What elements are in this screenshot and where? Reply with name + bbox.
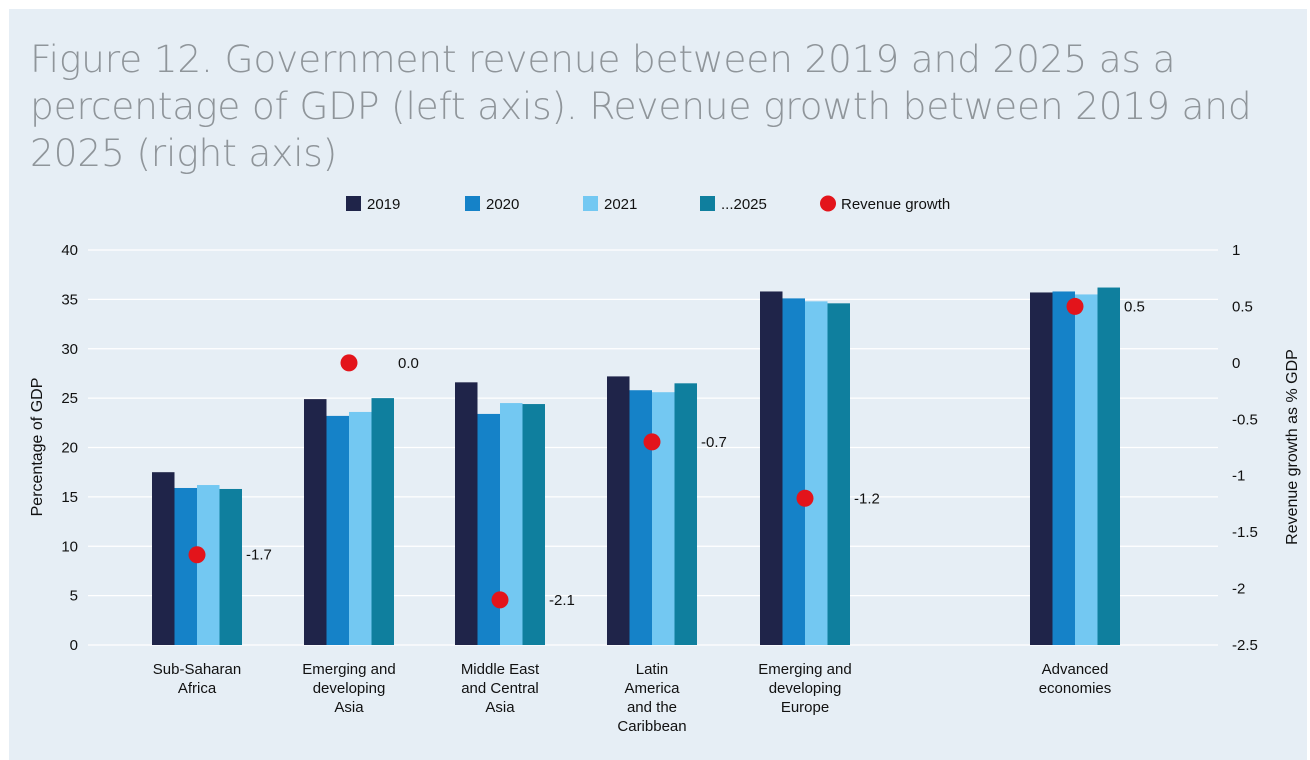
bar <box>607 376 630 645</box>
growth-data-label: 0.0 <box>398 355 419 372</box>
y2-axis-label: Revenue growth as % GDP <box>1284 349 1301 545</box>
y2-tick-label: -2.5 <box>1232 637 1258 654</box>
bar <box>827 303 850 645</box>
y2-tick-label: -1 <box>1232 468 1245 485</box>
bar <box>782 298 805 645</box>
legend-swatch <box>583 196 598 211</box>
legend-label: ...2025 <box>721 196 767 213</box>
y2-tick-label: 0.5 <box>1232 298 1253 315</box>
bar <box>219 488 242 645</box>
chart-title: Figure 12. Government revenue between 20… <box>30 37 1252 175</box>
bar <box>1075 294 1098 645</box>
y-tick-label: 15 <box>61 489 78 506</box>
legend-swatch <box>346 196 361 211</box>
x-tick-label: Latin America and the Caribbean <box>617 661 686 735</box>
bar <box>1097 287 1120 645</box>
y-tick-label: 10 <box>61 538 78 555</box>
bar <box>477 413 500 645</box>
x-tick-label: Emerging and developing Europe <box>758 661 851 716</box>
y-tick-label: 35 <box>61 291 78 308</box>
y2-tick-label: 0 <box>1232 355 1240 372</box>
y2-tick-label: 1 <box>1232 242 1240 259</box>
growth-data-label: -1.7 <box>246 547 272 564</box>
legend-label: 2021 <box>604 196 637 213</box>
bar <box>326 415 349 645</box>
legend-label: Revenue growth <box>841 196 950 213</box>
growth-dot <box>796 489 814 507</box>
y-tick-label: 5 <box>70 588 78 605</box>
bar <box>1030 292 1053 645</box>
bar <box>760 291 783 645</box>
growth-dot <box>491 591 509 609</box>
growth-dot <box>340 354 358 372</box>
legend-swatch <box>700 196 715 211</box>
bar <box>629 390 652 645</box>
growth-data-label: -0.7 <box>701 434 727 451</box>
y2-tick-label: -0.5 <box>1232 411 1258 428</box>
bar <box>371 398 394 645</box>
y-axis-label: Percentage of GDP <box>29 378 46 517</box>
y-tick-label: 30 <box>61 341 78 358</box>
legend-dot <box>820 195 836 212</box>
bar <box>455 382 478 645</box>
x-tick-label: Sub-Saharan Africa <box>153 661 241 697</box>
y-tick-label: 40 <box>61 242 78 259</box>
y-tick-label: 0 <box>70 637 78 654</box>
bar <box>174 487 197 645</box>
bar <box>197 485 220 645</box>
x-tick-label: Emerging and developing Asia <box>302 661 395 716</box>
growth-data-label: -1.2 <box>854 490 880 507</box>
bar <box>349 411 372 645</box>
growth-dot <box>643 433 661 451</box>
x-tick-label: Advanced economies <box>1039 661 1112 697</box>
bar <box>652 392 675 645</box>
growth-data-label: -2.1 <box>549 592 575 609</box>
legend-label: 2020 <box>486 196 519 213</box>
growth-data-label: 0.5 <box>1124 298 1145 315</box>
bar <box>1052 291 1075 645</box>
bar <box>152 472 175 645</box>
growth-dot <box>1066 297 1084 315</box>
y2-tick-label: -2 <box>1232 581 1245 598</box>
bar <box>805 301 828 645</box>
x-tick-label: Middle East and Central Asia <box>461 661 540 716</box>
legend-swatch <box>465 196 480 211</box>
bar <box>304 399 327 645</box>
y2-tick-label: -1.5 <box>1232 524 1258 541</box>
bar <box>500 403 523 645</box>
y-tick-label: 25 <box>61 390 78 407</box>
bar <box>674 383 697 645</box>
bar <box>522 404 545 645</box>
growth-dot <box>188 546 206 564</box>
y-tick-label: 20 <box>61 440 78 457</box>
legend-label: 2019 <box>367 196 400 213</box>
